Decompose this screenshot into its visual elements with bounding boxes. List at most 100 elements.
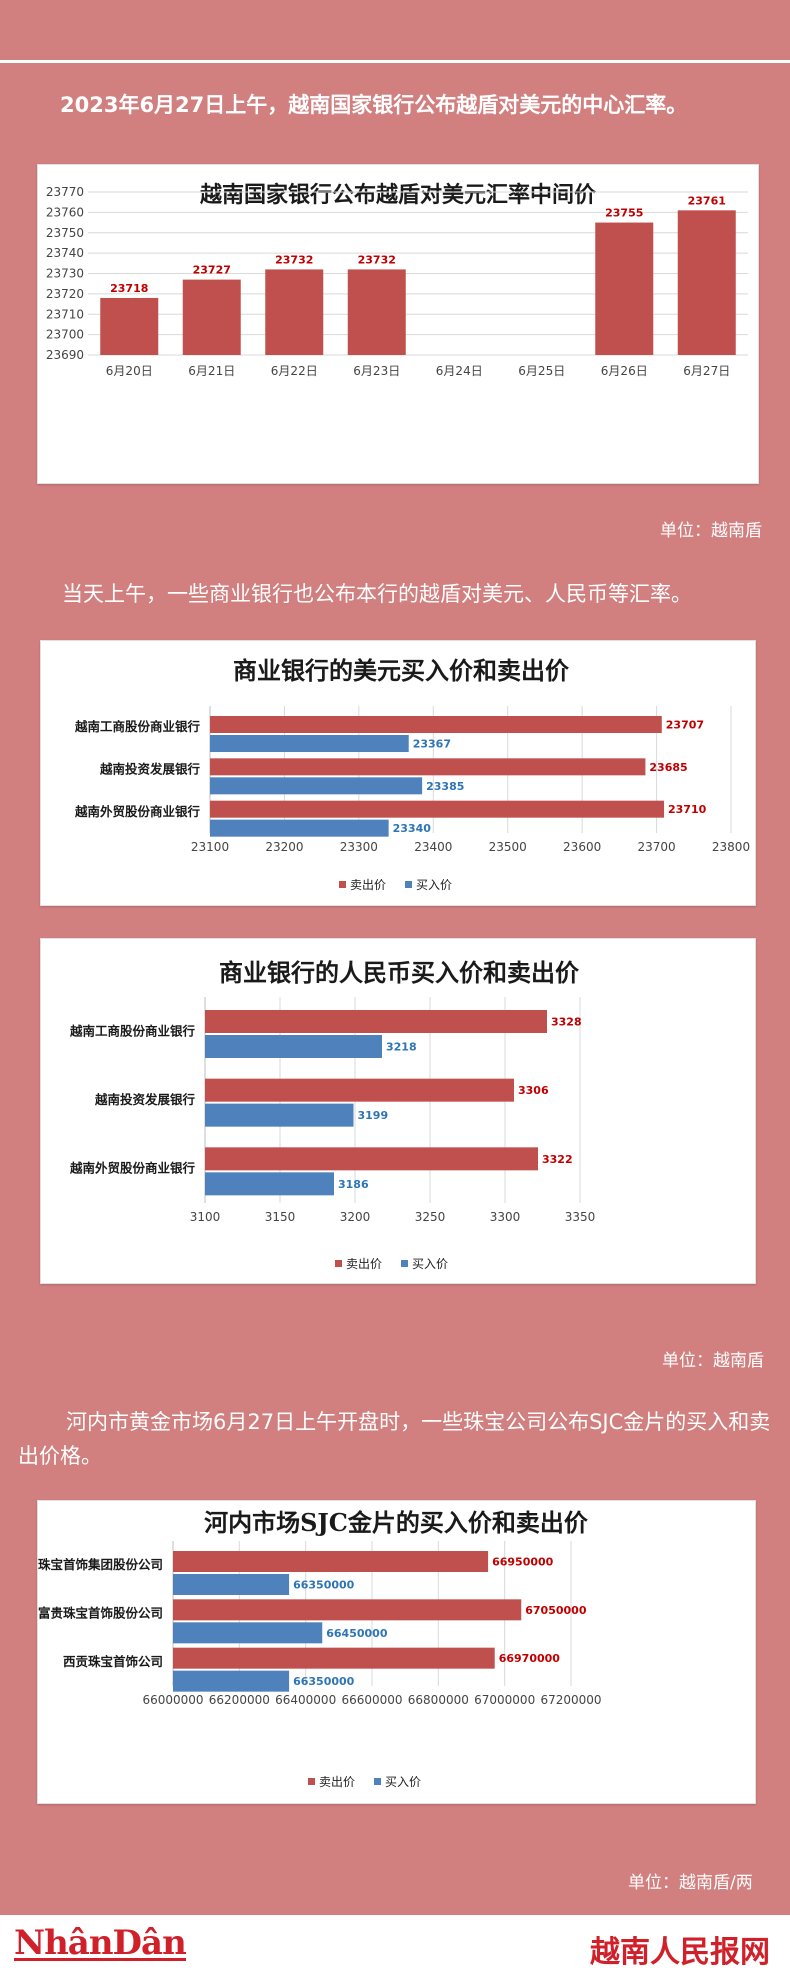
x-tick-label: 6月25日: [518, 364, 565, 378]
bar: [595, 222, 654, 355]
y-tick-label: 23700: [46, 328, 84, 342]
data-label: 3328: [551, 1016, 582, 1029]
x-tick-label: 6月21日: [188, 364, 235, 378]
chart-cny-prices: 商业银行的人民币买入价和卖出价 3100 3150 3200 3250 3300 3350 越…: [40, 938, 756, 1284]
category-label: 越南投资发展银行: [94, 1092, 196, 1107]
bar: [347, 269, 406, 355]
x-tick-label: 23200: [265, 840, 303, 854]
bar: [100, 297, 159, 355]
x-tick-label: 66800000: [408, 1693, 469, 1707]
legend-swatch: [308, 1778, 315, 1785]
data-label: 23732: [275, 253, 313, 266]
x-tick-label: 23300: [340, 840, 378, 854]
legend-label: 买入价: [385, 1775, 421, 1789]
unit-label-2: 单位：越南盾: [662, 1351, 764, 1371]
x-tick-label: 23700: [637, 840, 675, 854]
x-tick-label: 67000000: [474, 1693, 535, 1707]
bar-buy: [173, 1670, 290, 1692]
x-tick-label: 3350: [565, 1210, 596, 1224]
data-label: 23707: [666, 719, 704, 732]
data-label: 3306: [518, 1084, 549, 1097]
category-label: 越南外贸股份商业银行: [74, 804, 201, 819]
chart-central-rate-svg: 越南国家银行公布越盾对美元汇率中间价 23690 23700 23710 23720 23…: [46, 182, 748, 378]
legend-label: 买入价: [416, 878, 452, 892]
x-tick-label: 23600: [563, 840, 601, 854]
x-tick-label: 66000000: [142, 1693, 203, 1707]
data-label: 66350000: [293, 1675, 355, 1688]
bar-buy: [210, 777, 423, 795]
x-tick-label: 6月23日: [353, 364, 400, 378]
category-label: 越南外贸股份商业银行: [69, 1161, 196, 1176]
data-label: 67050000: [525, 1604, 587, 1617]
chart-title: 商业银行的美元买入价和卖出价: [233, 656, 570, 685]
data-label: 23755: [605, 207, 643, 220]
x-tick-label: 3300: [490, 1210, 521, 1224]
x-tick-label: 6月22日: [271, 364, 318, 378]
y-tick-label: 23710: [46, 307, 84, 321]
data-label: 66970000: [499, 1652, 561, 1665]
x-tick-label: 23100: [191, 840, 229, 854]
legend-swatch: [339, 881, 346, 888]
category-label: 富贵珠宝首饰股份公司: [38, 1606, 163, 1621]
bar-sell: [205, 1010, 547, 1033]
bar-sell: [173, 1551, 489, 1572]
bar: [677, 210, 736, 355]
footer: NhânDân 越南人民报网: [0, 1915, 790, 1975]
chart-title: 商业银行的人民币买入价和卖出价: [219, 958, 580, 987]
category-label: 越南工商股份商业银行: [74, 719, 201, 734]
chart-title: 河内市场SJC金片的买入价和卖出价: [204, 1508, 589, 1537]
y-tick-label: 23740: [46, 246, 84, 260]
x-tick-label: 3200: [340, 1210, 371, 1224]
x-tick-label: 23800: [712, 840, 750, 854]
bar: [182, 279, 241, 355]
bar-buy: [205, 1103, 354, 1127]
site-logo[interactable]: 越南人民报网: [590, 1935, 770, 1970]
bar-sell: [210, 758, 646, 776]
x-tick-label: 66400000: [275, 1693, 336, 1707]
data-label: 66950000: [492, 1556, 554, 1569]
chart-usd-prices: 商业银行的美元买入价和卖出价 23100 23200 23300 23400 23500 2…: [40, 640, 756, 906]
x-tick-label: 3100: [190, 1210, 221, 1224]
chart-central-rate: 越南国家银行公布越盾对美元汇率中间价 23690 23700 23710 23720 23…: [37, 164, 759, 484]
bar-buy: [173, 1622, 323, 1644]
data-label: 23685: [649, 761, 687, 774]
y-tick-label: 23750: [46, 226, 84, 240]
data-label: 23732: [358, 253, 396, 266]
legend-swatch: [401, 1260, 408, 1267]
legend-swatch: [335, 1260, 342, 1267]
x-tick-label: 66600000: [341, 1693, 402, 1707]
chart-gold-prices: 河内市场SJC金片的买入价和卖出价 66000000 66200000 6640000…: [37, 1500, 756, 1804]
data-label: 3218: [386, 1041, 417, 1054]
category-label: 越南投资发展银行: [99, 762, 201, 777]
data-label: 66450000: [326, 1627, 388, 1640]
bar-buy: [205, 1172, 334, 1196]
category-label: DOJI珠宝首饰集团股份公司: [38, 1557, 163, 1572]
category-label: 越南工商股份商业银行: [69, 1023, 196, 1038]
bar-sell: [210, 800, 665, 818]
nhandan-logo[interactable]: NhânDân: [14, 1923, 187, 1963]
y-tick-label: 23720: [46, 287, 84, 301]
y-tick-label: 23760: [46, 205, 84, 219]
bar-buy: [210, 819, 389, 837]
legend-label: 买入价: [412, 1257, 448, 1271]
x-tick-label: 6月24日: [436, 364, 483, 378]
bar-sell: [210, 716, 662, 733]
bar-sell: [205, 1147, 538, 1171]
top-divider: [0, 60, 790, 63]
legend-swatch: [405, 881, 412, 888]
x-tick-label: 23500: [489, 840, 527, 854]
data-label: 23367: [413, 738, 451, 751]
legend-label: 卖出价: [319, 1775, 355, 1789]
x-tick-label: 67200000: [540, 1693, 601, 1707]
data-label: 3186: [338, 1178, 369, 1191]
category-label: 西贡珠宝首饰公司: [63, 1654, 163, 1669]
legend-label: 卖出价: [346, 1257, 382, 1271]
bar-buy: [210, 735, 409, 752]
data-label: 23761: [688, 194, 726, 207]
y-tick-label: 23770: [46, 185, 84, 199]
data-label: 23710: [668, 803, 707, 816]
chart-cny-prices-svg: 商业银行的人民币买入价和卖出价 3100 3150 3200 3250 3300 3350 越…: [69, 958, 596, 1271]
data-label: 66350000: [293, 1579, 355, 1592]
x-tick-label: 6月26日: [601, 364, 648, 378]
legend-swatch: [374, 1778, 381, 1785]
